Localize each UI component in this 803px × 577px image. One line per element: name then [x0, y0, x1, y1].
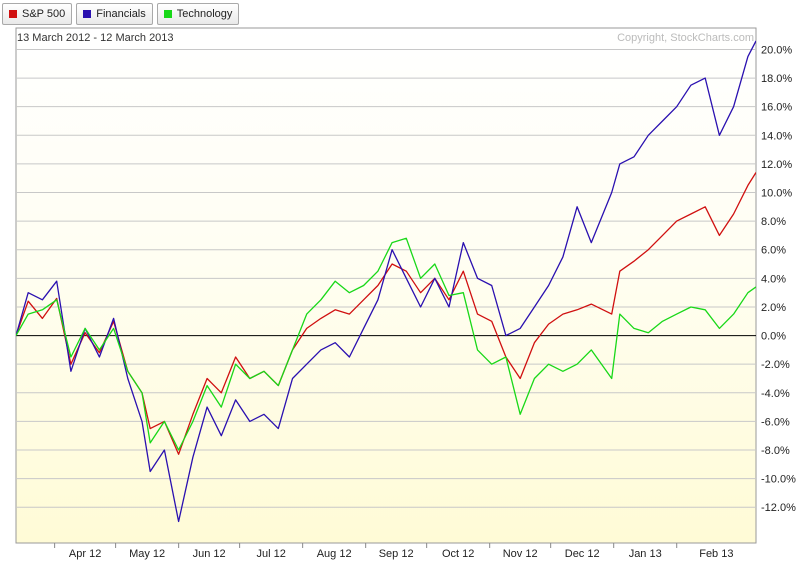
- copyright-label: Copyright, StockCharts.com: [617, 32, 754, 44]
- x-tick-label: Jun 12: [193, 548, 226, 560]
- y-tick-label: -6.0%: [761, 416, 790, 428]
- y-tick-label: 0.0%: [761, 331, 786, 343]
- legend: S&P 500 Financials Technology: [2, 3, 240, 25]
- legend-item-financials[interactable]: Financials: [76, 3, 153, 25]
- y-tick-label: 4.0%: [761, 273, 786, 285]
- y-tick-label: -12.0%: [761, 502, 796, 514]
- y-tick-label: 20.0%: [761, 44, 792, 56]
- legend-label: Technology: [176, 8, 233, 20]
- y-tick-label: 12.0%: [761, 159, 792, 171]
- x-tick-label: Oct 12: [442, 548, 474, 560]
- x-tick-label: Apr 12: [69, 548, 101, 560]
- grid: [16, 48, 756, 508]
- technology-line: [16, 237, 756, 451]
- y-tick-label: 10.0%: [761, 188, 792, 200]
- financials-line: [16, 40, 756, 523]
- legend-item-technology[interactable]: Technology: [156, 3, 240, 25]
- x-tick-label: Nov 12: [503, 548, 538, 560]
- series-lines: [16, 40, 756, 523]
- y-tick-label: -10.0%: [761, 474, 796, 486]
- x-tick-label: Dec 12: [565, 548, 600, 560]
- legend-label: S&P 500: [22, 8, 66, 20]
- y-tick-label: 14.0%: [761, 130, 792, 142]
- y-tick-label: 18.0%: [761, 73, 792, 85]
- sp500-swatch: [9, 10, 17, 18]
- x-tick-label: Sep 12: [379, 548, 414, 560]
- technology-swatch: [163, 10, 172, 18]
- x-tick-label: May 12: [129, 548, 165, 560]
- x-tick-label: Jul 12: [256, 548, 285, 560]
- x-tick-label: Jan 13: [629, 548, 662, 560]
- plot-area: [15, 27, 757, 544]
- y-tick-label: 16.0%: [761, 102, 792, 114]
- financials-swatch: [83, 10, 92, 18]
- y-tick-label: 2.0%: [761, 302, 786, 314]
- x-tick-label: Aug 12: [317, 548, 352, 560]
- y-axis: 20.0% 18.0% 16.0% 14.0% 12.0% 10.0% 8.0% 6.0% 4.…: [761, 44, 796, 514]
- y-tick-label: -4.0%: [761, 388, 790, 400]
- x-tick-label: Feb 13: [699, 548, 733, 560]
- y-tick-label: -2.0%: [761, 359, 790, 371]
- y-tick-label: -8.0%: [761, 445, 790, 457]
- date-range-label: 13 March 2012 - 12 March 2013: [17, 32, 174, 44]
- y-tick-label: 6.0%: [761, 245, 786, 257]
- legend-label: Financials: [96, 8, 146, 20]
- y-tick-label: 8.0%: [761, 216, 786, 228]
- x-axis: Apr 12 May 12 Jun 12 Jul 12 Aug 12 Sep 12 Oct …: [54, 543, 733, 560]
- legend-item-sp500[interactable]: S&P 500: [2, 3, 73, 25]
